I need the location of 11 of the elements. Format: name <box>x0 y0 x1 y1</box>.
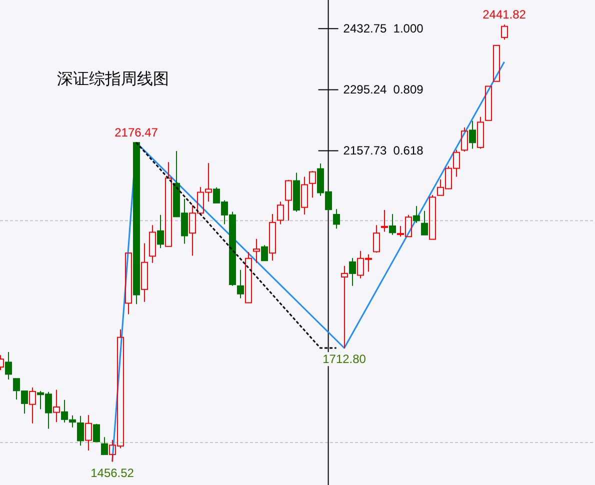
y-tick-label: 2157.73 <box>343 144 388 158</box>
y-tick-label: 2295.24 <box>343 82 388 97</box>
annotation: 2441.82 <box>482 8 528 22</box>
y2-tick-label: 0.809 <box>393 82 424 97</box>
y2-tick-label: 1.000 <box>393 22 424 36</box>
annotation: 1712.80 <box>322 352 368 366</box>
text: 深证综指周线图 <box>57 69 169 88</box>
annotation: 2176.47 <box>114 125 160 140</box>
annotation: 1456.52 <box>90 466 136 480</box>
y-tick-label: 2432.75 <box>343 22 388 36</box>
y2-tick-label: 0.618 <box>393 144 424 158</box>
